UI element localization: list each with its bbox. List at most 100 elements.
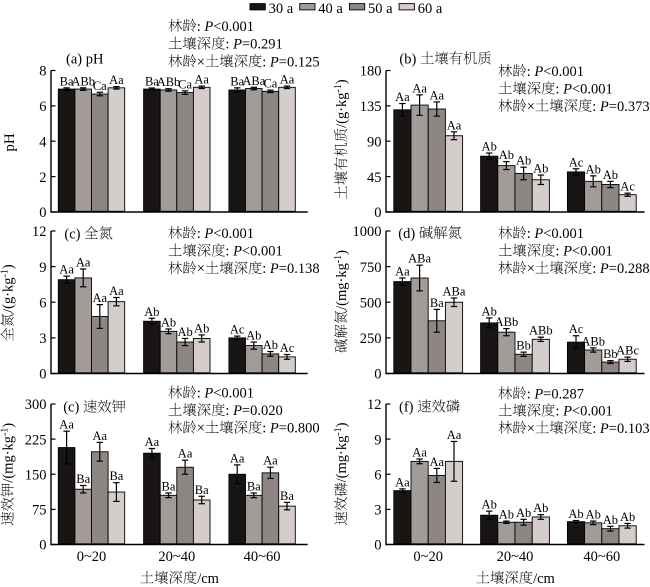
svg-text:Ab: Ab	[177, 325, 192, 339]
svg-text:P: P	[232, 403, 242, 419]
svg-text:Aa: Aa	[194, 73, 209, 87]
svg-text:300: 300	[25, 397, 47, 413]
svg-text:×: ×	[527, 99, 535, 115]
svg-text:0: 0	[374, 367, 381, 383]
svg-text:Ba: Ba	[247, 480, 261, 494]
svg-text::: :	[197, 226, 201, 242]
svg-text:500: 500	[360, 295, 382, 311]
svg-text:pH: pH	[2, 133, 18, 152]
svg-text:Ab: Ab	[533, 162, 548, 176]
svg-text::: :	[555, 404, 559, 420]
svg-text:75: 75	[32, 503, 47, 519]
svg-text:(c): (c)	[64, 226, 80, 242]
svg-text:ABb: ABb	[71, 74, 95, 88]
svg-text:×: ×	[527, 421, 535, 437]
svg-text:/(mg·kg: /(mg·kg	[334, 263, 350, 310]
svg-text:6: 6	[39, 295, 46, 311]
svg-text::: :	[592, 421, 596, 437]
svg-text:P: P	[533, 226, 543, 242]
svg-text:Aa: Aa	[412, 81, 427, 95]
svg-text:50 a: 50 a	[368, 1, 393, 17]
svg-text:P: P	[599, 261, 609, 277]
svg-text:=0.125: =0.125	[279, 54, 320, 70]
svg-text:Aa: Aa	[93, 429, 108, 443]
svg-text::: :	[197, 19, 201, 35]
svg-text:8: 8	[39, 64, 46, 80]
svg-text:Aa: Aa	[263, 454, 278, 468]
svg-text:Ca: Ca	[93, 79, 107, 93]
svg-text:Ac: Ac	[280, 341, 295, 355]
svg-text:Ba: Ba	[430, 296, 444, 310]
svg-text:P: P	[533, 64, 543, 80]
svg-text::: :	[527, 387, 531, 403]
svg-text:P: P	[269, 421, 279, 437]
svg-text::: :	[225, 37, 229, 53]
svg-text:180: 180	[360, 64, 382, 80]
svg-text::: :	[262, 421, 266, 437]
svg-text:Ca: Ca	[263, 77, 277, 91]
svg-text:Ab: Ab	[516, 506, 531, 520]
svg-text:P: P	[562, 244, 572, 260]
svg-text:150: 150	[25, 467, 47, 483]
svg-text:9: 9	[39, 260, 46, 276]
svg-text:Aa: Aa	[109, 284, 124, 298]
svg-text:Aa: Aa	[230, 451, 245, 465]
svg-text:20~40: 20~40	[158, 549, 195, 565]
svg-text::: :	[592, 261, 596, 277]
svg-text:Ab: Ab	[482, 304, 497, 318]
svg-text:ABa: ABa	[443, 285, 466, 299]
svg-text:ABb: ABb	[495, 315, 519, 329]
svg-text:0: 0	[39, 205, 46, 221]
svg-text:750: 750	[360, 260, 382, 276]
svg-text:3: 3	[374, 503, 381, 519]
svg-text:P: P	[599, 421, 609, 437]
svg-text::: :	[262, 261, 266, 277]
svg-text:Ca: Ca	[178, 77, 192, 91]
svg-text:<0.001: <0.001	[543, 226, 584, 242]
svg-text:12: 12	[32, 224, 47, 240]
svg-text::: :	[197, 386, 201, 402]
svg-text:P: P	[203, 226, 213, 242]
svg-text:0: 0	[374, 538, 381, 554]
svg-text:<0.001: <0.001	[213, 226, 254, 242]
svg-text:<0.001: <0.001	[213, 386, 254, 402]
svg-text:ABb: ABb	[529, 324, 553, 338]
svg-text:Ab: Ab	[603, 513, 618, 527]
svg-text:6: 6	[374, 467, 381, 483]
svg-text:P: P	[562, 82, 572, 98]
svg-text:-1: -1	[0, 428, 11, 436]
svg-text:9: 9	[374, 432, 381, 448]
svg-text:<0.001: <0.001	[543, 64, 584, 80]
svg-text:P: P	[562, 404, 572, 420]
svg-text:(a) pH: (a) pH	[66, 51, 104, 67]
svg-text:90: 90	[367, 134, 382, 150]
svg-text:/cm: /cm	[197, 571, 219, 587]
svg-text:ABb: ABb	[581, 334, 605, 348]
svg-text:): )	[334, 250, 350, 255]
svg-text:Ab: Ab	[568, 507, 583, 521]
svg-text:ABb: ABb	[157, 75, 181, 89]
svg-text:=0.287: =0.287	[543, 387, 584, 403]
svg-text:P: P	[232, 37, 242, 53]
svg-text:Ab: Ab	[586, 508, 601, 522]
svg-text:Aa: Aa	[395, 265, 410, 279]
svg-text:Ba: Ba	[195, 483, 209, 497]
svg-text:(f): (f)	[399, 400, 414, 416]
svg-text:P: P	[232, 244, 242, 260]
svg-text:20~40: 20~40	[497, 549, 534, 565]
svg-text:Ab: Ab	[263, 338, 278, 352]
svg-text:Ab: Ab	[499, 148, 514, 162]
svg-text:(d): (d)	[398, 226, 415, 242]
svg-text:=0.020: =0.020	[242, 403, 283, 419]
svg-text:-1: -1	[0, 269, 11, 277]
svg-text:ABc: ABc	[616, 344, 639, 358]
svg-text::: :	[225, 403, 229, 419]
svg-text:Aa: Aa	[430, 455, 445, 469]
svg-text::: :	[262, 54, 266, 70]
svg-text:P: P	[269, 54, 279, 70]
svg-text:×: ×	[197, 54, 205, 70]
svg-text:Aa: Aa	[109, 73, 124, 87]
svg-text:0: 0	[39, 538, 46, 554]
svg-text:ABa: ABa	[242, 74, 265, 88]
svg-text:<0.001: <0.001	[572, 82, 613, 98]
